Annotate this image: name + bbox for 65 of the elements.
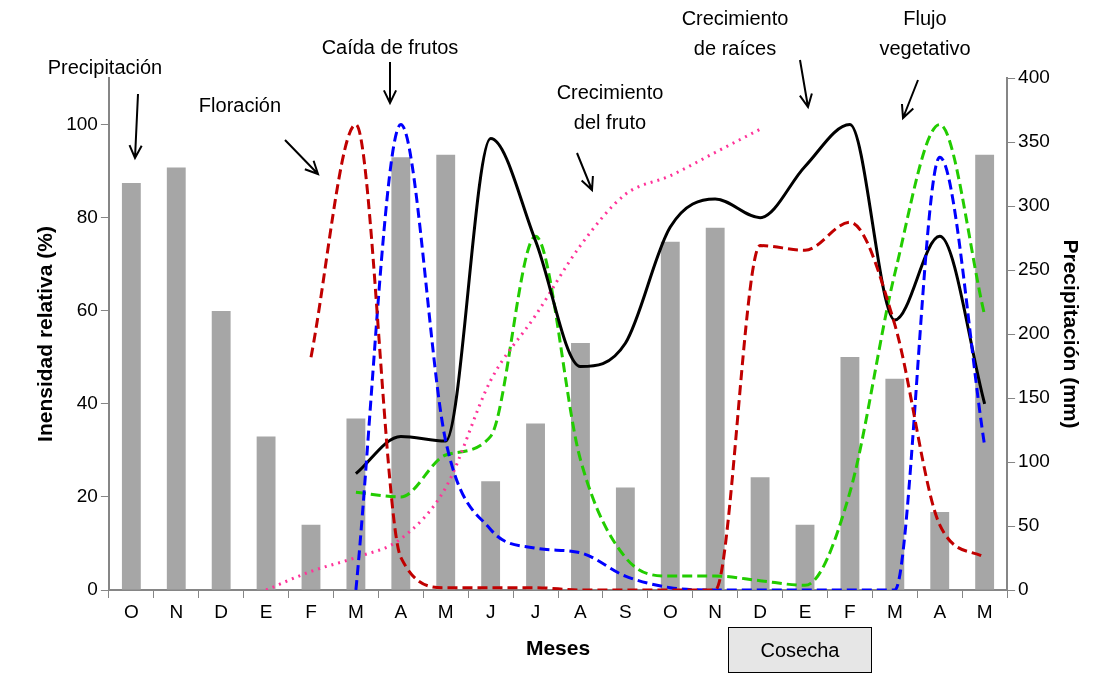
x-tick-label: M [437,600,454,622]
line-series [264,127,762,590]
x-tick-label: N [169,600,184,622]
y-tick-label: 40 [76,392,98,414]
y-axis-title: Inensidad relativa (%) [33,226,57,442]
y-tick-label: 60 [76,298,98,320]
x-tick-label: O [662,600,678,622]
x-tick-label: D [753,600,767,622]
annotation: Precipitación [46,55,164,80]
y2-tick-label: 50 [1018,514,1040,536]
text: Cosecha [728,627,872,673]
text: Caída de frutos [320,35,460,60]
x-tick-label: O [123,600,139,622]
bar [436,154,456,590]
y2-tick-label: 0 [1018,578,1029,600]
y2-tick-label: 400 [1018,66,1050,88]
bar [391,157,411,590]
bar [795,524,815,590]
bar [121,182,141,590]
x-tick-label: J [530,600,541,622]
bar [975,154,995,590]
y2-tick-label: 100 [1018,450,1050,472]
x-tick-label: M [347,600,364,622]
x-axis-title: Meses [525,636,591,660]
x-tick-label: F [844,600,856,622]
bar [660,241,680,590]
x-tick-label: M [886,600,903,622]
bar [256,436,276,590]
bar [211,310,231,590]
y-tick-label: 20 [76,485,98,507]
y-tick-label: 80 [76,205,98,227]
y2-axis-title: Precipitación (mm) [1059,239,1083,429]
x-tick-label: A [574,600,588,622]
y2-tick-label: 150 [1018,386,1050,408]
bar [615,487,635,590]
x-tick-label: E [259,600,273,622]
bar [526,423,545,590]
y2-tick-label: 200 [1018,322,1050,344]
y2-tick-label: 250 [1018,258,1050,280]
bar [885,378,905,590]
x-tick-label: A [394,600,408,622]
x-tick-label: E [798,600,812,622]
y2-tick-label: 300 [1018,194,1050,216]
x-tick-label: J [485,600,496,622]
x-tick-label: S [619,600,632,622]
x-tick-label: F [305,600,317,622]
y2-tick-label: 350 [1018,130,1050,152]
bar [571,342,590,590]
bar [930,511,950,590]
y-tick-label: 100 [66,112,98,134]
annotation: Crecimiento del fruto [555,80,665,135]
bar [705,227,725,590]
annotation: Floración [197,93,283,118]
bar [481,481,501,590]
text: Flujo vegetativo [878,6,972,61]
bar [750,477,770,590]
x-tick-label: N [708,600,723,622]
y-tick-label: 0 [87,578,98,600]
x-tick-label: A [933,600,947,622]
bar [301,524,321,590]
bar [166,167,186,590]
x-tick-label: D [214,600,229,622]
x-tick-label: M [976,600,993,622]
text: Crecimiento de raíces [680,6,790,61]
bar [840,357,860,590]
